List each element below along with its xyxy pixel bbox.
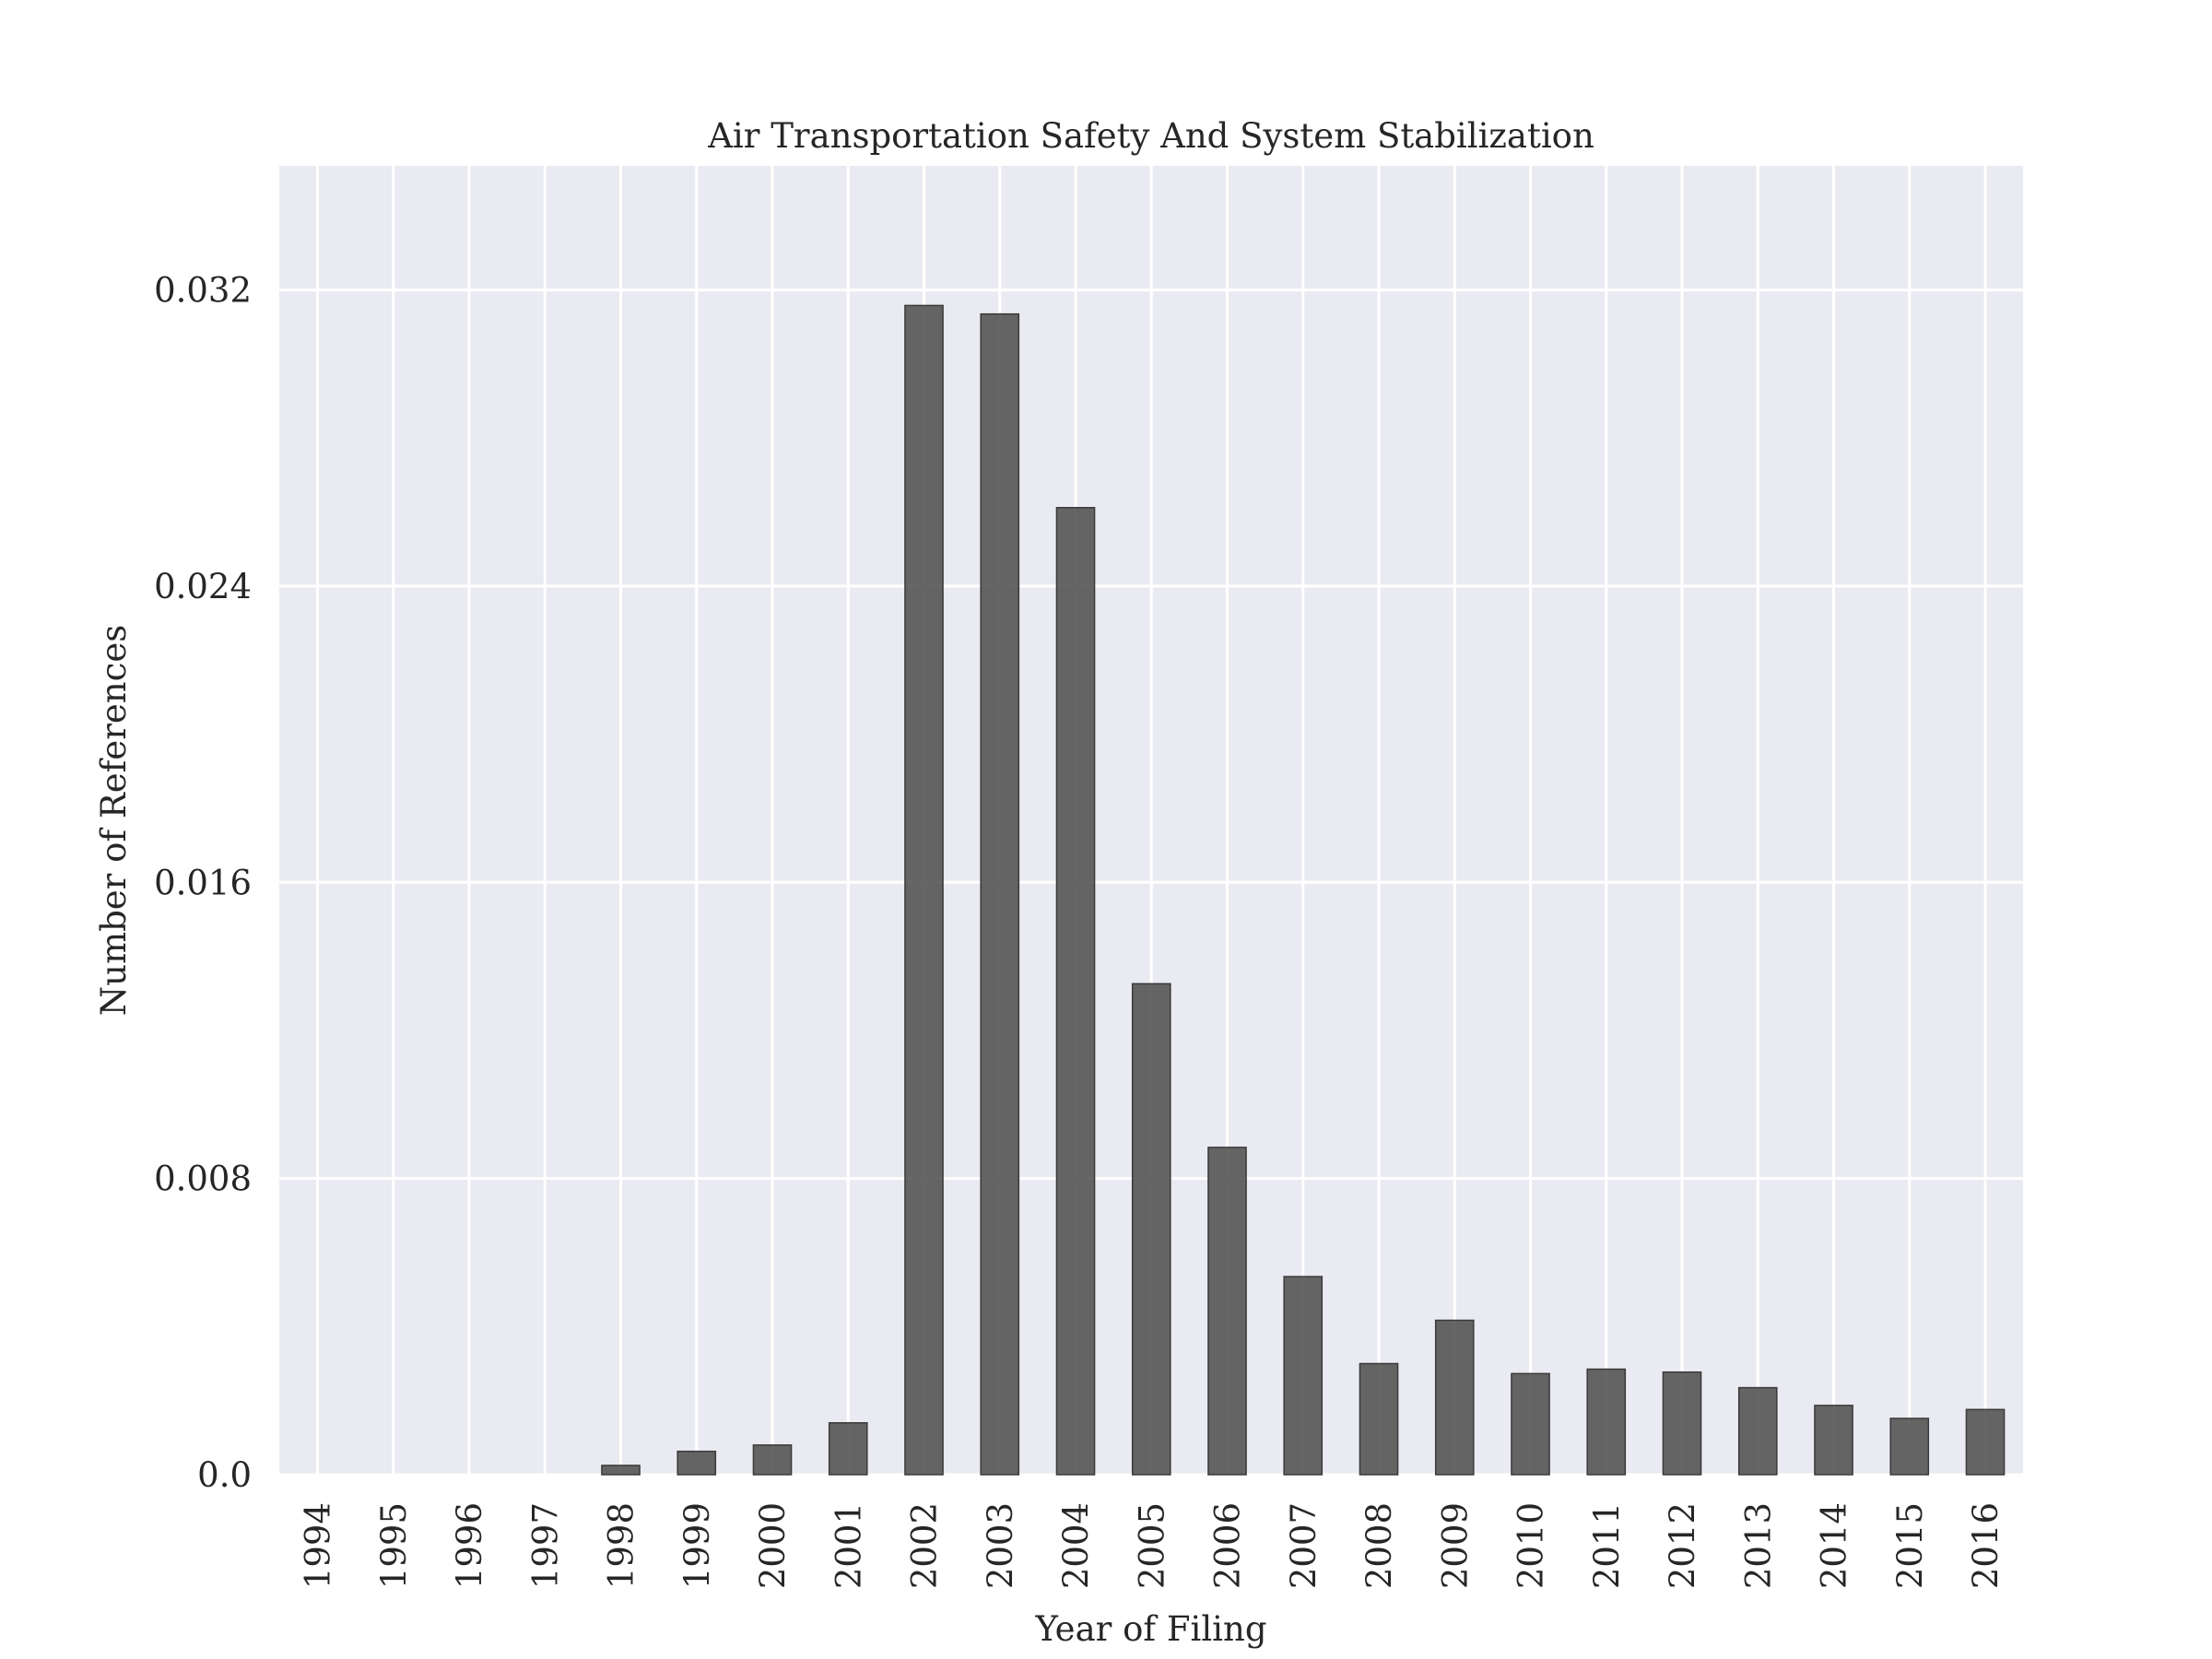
bars [601,304,2006,1476]
x-tick-label: 1997 [525,1502,565,1589]
bar-2001 [828,1422,868,1476]
y-tick-label: 0.032 [154,271,252,311]
x-tick-label: 2004 [1056,1502,1096,1589]
x-tick-label: 1996 [450,1502,489,1589]
bar-2014 [1814,1405,1853,1476]
bar-2012 [1662,1371,1702,1476]
bar-2008 [1359,1362,1399,1476]
x-tick-label: 2000 [753,1502,793,1589]
bar-2005 [1131,982,1171,1476]
x-tick-label: 2002 [905,1502,945,1589]
y-axis-title: Number of References [94,625,134,1016]
bar-2007 [1283,1276,1324,1476]
x-tick-label: 2010 [1512,1502,1551,1589]
x-tick-label: 2005 [1132,1502,1171,1589]
x-tick-label: 2009 [1435,1502,1475,1589]
bar-2013 [1737,1386,1778,1476]
x-tick-label: 2013 [1738,1502,1778,1589]
x-tick-label: 1994 [299,1502,338,1589]
y-tick-label: 0.008 [154,1159,252,1199]
y-tick-label: 0.0 [197,1455,252,1495]
x-tick-label: 2012 [1663,1502,1702,1589]
bar-2009 [1434,1319,1475,1476]
x-tick-label: 1999 [677,1502,717,1589]
y-tick-label: 0.024 [154,567,252,606]
x-tick-label: 2003 [981,1502,1020,1589]
bar-2006 [1207,1147,1247,1476]
x-tick-label: 2015 [1890,1502,1930,1589]
y-tick-label: 0.016 [154,863,252,902]
x-tick-label: 1998 [602,1502,641,1589]
x-tick-label: 2001 [829,1502,868,1589]
x-tick-label: 2014 [1815,1502,1854,1589]
x-tick-label: 2016 [1966,1502,2006,1589]
chart-title: Air Transportation Safety And System Sta… [707,116,1594,156]
bar-2000 [752,1444,793,1476]
x-tick-labels: 1994 1995 1996 1997 1998 1999 2000 2001 2002 2003… [299,1502,2006,1589]
bar-2016 [1965,1408,2006,1476]
x-tick-label: 2011 [1587,1502,1627,1589]
x-axis-title: Year of Filing [1034,1609,1266,1649]
x-tick-label: 1995 [374,1502,414,1589]
bar-2003 [980,312,1020,1476]
x-tick-label: 2008 [1359,1502,1399,1589]
x-tick-label: 2007 [1284,1502,1324,1589]
bar-1999 [677,1450,717,1476]
y-tick-labels: 0.0 0.008 0.016 0.024 0.032 [154,271,252,1495]
bar-1998 [601,1465,641,1476]
bar-2002 [904,304,944,1476]
bar-2011 [1586,1368,1627,1476]
bar-2004 [1055,507,1096,1476]
x-tick-label: 2006 [1208,1502,1248,1589]
bar-2015 [1889,1418,1930,1476]
bar-2010 [1511,1372,1550,1476]
